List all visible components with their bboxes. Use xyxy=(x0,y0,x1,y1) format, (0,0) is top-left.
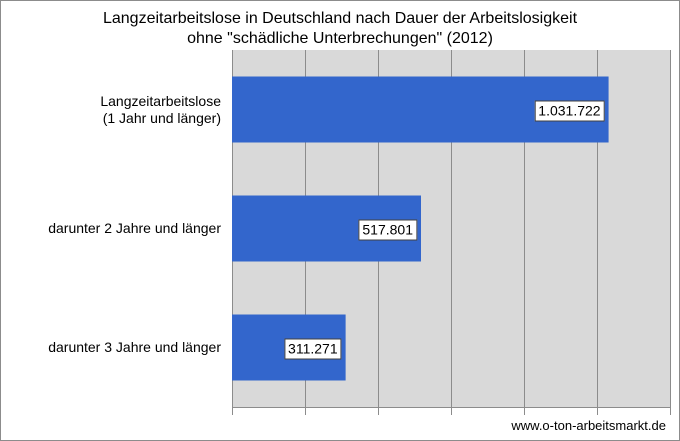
chart-title: Langzeitarbeitslose in Deutschland nach … xyxy=(0,9,680,49)
category-label-2: darunter 3 Jahre und länger xyxy=(48,339,221,356)
category-label-2-line-0: darunter 3 Jahre und länger xyxy=(48,339,221,355)
category-label-0: Langzeitarbeitslose (1 Jahr und länger) xyxy=(100,93,221,127)
value-label-2: 311.271 xyxy=(284,338,342,359)
source-credit: www.o-ton-arbeitsmarkt.de xyxy=(511,418,666,433)
value-label-1: 517.801 xyxy=(358,219,417,240)
chart-title-line-2: ohne "schädliche Unterbrechungen" (2012) xyxy=(187,30,493,47)
chart-title-line-1: Langzeitarbeitslose in Deutschland nach … xyxy=(102,10,578,27)
category-label-0-line-1: (1 Jahr und länger) xyxy=(102,109,221,126)
category-label-1-line-0: darunter 2 Jahre und länger xyxy=(48,220,221,236)
category-label-0-line-0: Langzeitarbeitslose xyxy=(100,92,221,109)
category-label-1: darunter 2 Jahre und länger xyxy=(48,220,221,237)
value-label-0: 1.031.722 xyxy=(534,100,605,121)
